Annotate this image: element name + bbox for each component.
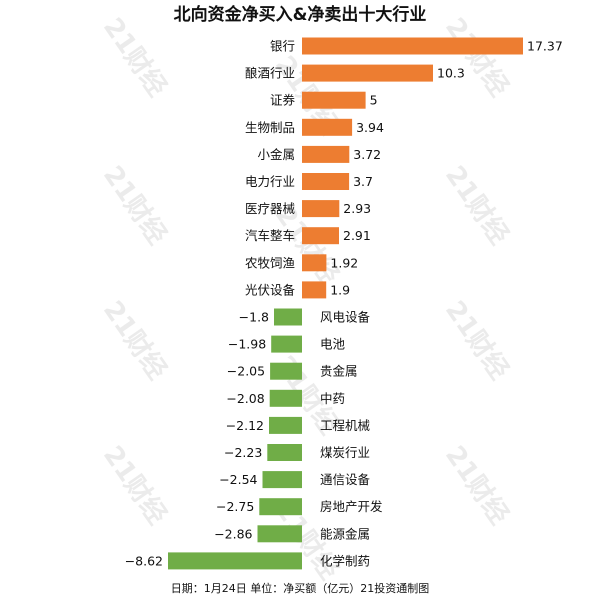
category-labels: 银行酿酒行业证券生物制品小金属电力行业医疗器械汽车整车农牧饲渔光伏设备风电设备电… [245,39,383,569]
value-label: −2.23 [224,445,262,460]
value-label: 2.91 [343,228,371,243]
bar-17 [262,471,302,489]
watermark: 21财经 [439,12,515,102]
value-label: 5 [370,93,378,108]
footer-note: 日期：1月24日 单位：净买额（亿元）21投资通制图 [171,581,430,595]
category-label: 贵金属 [320,364,358,379]
bar-9 [302,254,327,272]
bar-7 [302,200,340,218]
category-label: 通信设备 [320,472,371,487]
category-label: 光伏设备 [245,282,296,297]
bar-4 [302,118,353,136]
value-label: 17.37 [527,39,563,54]
category-label: 医疗器械 [245,201,296,216]
category-label: 能源金属 [320,526,370,541]
bar-6 [302,173,350,190]
watermark: 21财经 [439,440,515,530]
value-label: 3.72 [353,147,381,162]
value-label: −2.08 [226,391,264,406]
category-label: 电池 [320,337,346,352]
watermark: 21财经 [439,160,515,250]
value-label: −8.62 [125,553,163,568]
bar-19 [257,525,302,543]
bar-15 [269,416,302,434]
watermark: 21财经 [97,440,173,530]
category-label: 生物制品 [245,120,295,135]
value-label: 2.93 [343,201,371,216]
value-label: 1.92 [330,255,358,270]
bar-10 [302,281,327,299]
watermark: 21财经 [97,12,173,102]
category-label: 化学制药 [320,553,370,568]
chart-title: 北向资金净买入&净卖出十大行业 [174,4,427,25]
bar-5 [302,145,350,163]
category-label: 证券 [270,93,296,108]
bar-3 [302,91,366,109]
value-label: 10.3 [437,66,465,81]
category-label: 中药 [320,391,345,406]
bars-group [168,37,523,570]
bar-2 [302,64,433,82]
bar-11 [274,308,302,326]
value-label: −2.05 [227,364,265,379]
bar-1 [302,37,523,55]
watermark: 21财经 [97,160,173,250]
bar-20 [168,552,302,570]
watermark: 21财经 [439,295,515,385]
category-label: 银行 [270,39,295,54]
value-label: −2.12 [226,418,264,433]
category-label: 风电设备 [320,310,371,325]
category-label: 煤炭行业 [320,445,370,460]
category-label: 酿酒行业 [245,66,295,81]
value-label: 1.9 [330,282,350,297]
bar-13 [270,362,302,380]
value-labels: 17.37 10.3 5 3.94 3.72 3.7 2.93 2.91 1.92 1.9 −1.8… [125,39,563,569]
category-label: 农牧饲渔 [245,255,295,270]
category-label: 电力行业 [245,174,295,189]
category-label: 房地产开发 [320,499,383,514]
value-label: −1.98 [228,337,266,352]
bar-12 [271,335,302,353]
bar-16 [267,444,302,461]
bar-8 [302,227,339,245]
watermark: 21财经 [97,295,173,385]
bar-14 [269,389,302,407]
value-label: −1.8 [239,310,269,325]
value-label: −2.54 [219,472,257,487]
value-label: −2.75 [216,499,254,514]
value-label: 3.7 [353,174,373,189]
category-label: 工程机械 [320,418,371,433]
value-label: 3.94 [356,120,384,135]
category-label: 小金属 [257,147,295,162]
bar-18 [259,498,302,516]
value-label: −2.86 [214,526,252,541]
category-label: 汽车整车 [245,228,295,243]
